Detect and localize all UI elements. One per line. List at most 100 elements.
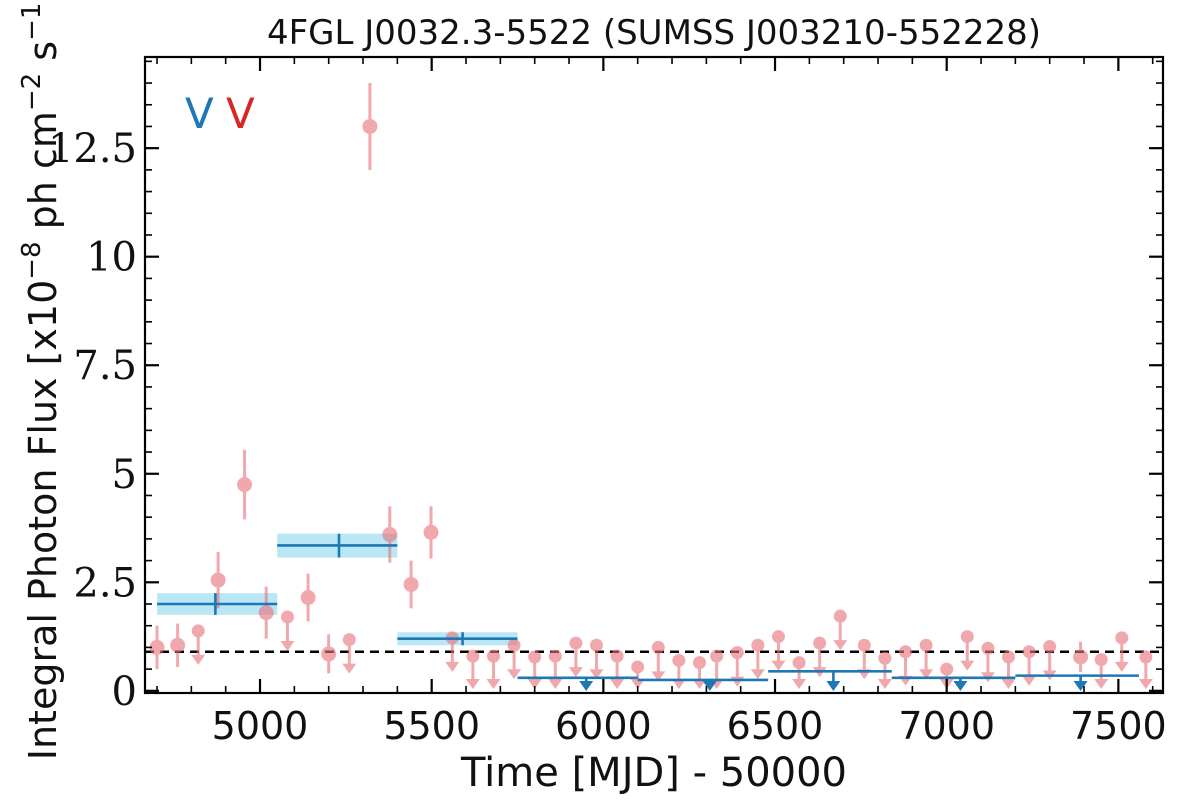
upper-limit-marker — [692, 656, 706, 670]
short-bin-marker — [258, 605, 274, 621]
upper-limit-arrow — [527, 679, 542, 689]
y-tick-label-1: 2.5 — [73, 560, 137, 606]
upper-limit-marker — [486, 649, 500, 663]
upper-limit-arrow — [1001, 679, 1016, 689]
y-axis-label-close: ] — [21, 0, 65, 3]
long-bin-layer — [157, 533, 1139, 691]
marker-v-red: V — [226, 89, 255, 138]
short-bin-point-5 — [300, 573, 316, 622]
marker-v-blue: V — [185, 89, 214, 138]
long-bin-point-0 — [157, 593, 278, 615]
short-bin-upper-limit-0 — [191, 624, 206, 665]
short-bin-point-10 — [423, 506, 439, 559]
long-bin-ul-arrow — [579, 681, 594, 691]
short-bin-point-6 — [321, 634, 337, 674]
upper-limit-marker — [710, 649, 724, 663]
short-bin-upper-limit-26 — [919, 638, 934, 680]
long-bin-bands — [157, 533, 518, 646]
short-bin-point-4 — [258, 586, 274, 639]
upper-limit-arrow — [771, 660, 786, 671]
upper-limit-arrow — [1094, 679, 1109, 689]
short-bin-layer — [149, 83, 1153, 689]
tick-layer: 5000 5500 6000 6500 7000 7500 0 2.5 5 7.5 10 12.5 — [48, 57, 1167, 748]
x-axis-label: Time [MJD] - 50000 — [460, 750, 847, 796]
short-bin-marker — [1073, 649, 1089, 665]
short-bin-upper-limit-2 — [342, 633, 357, 674]
x-tick-label-0: 5000 — [212, 704, 309, 748]
short-bin-point-0 — [149, 625, 165, 670]
short-bin-upper-limit-14 — [671, 653, 686, 689]
upper-limit-arrow — [610, 679, 625, 689]
y-axis-label-mid: ph cm — [21, 111, 65, 241]
y-axis-label-end: s — [21, 41, 65, 73]
short-bin-point-7 — [362, 83, 378, 170]
short-bin-upper-limit-23 — [857, 638, 872, 680]
short-bin-upper-limit-22 — [833, 609, 848, 651]
long-bin-point-2 — [397, 632, 518, 646]
upper-limit-marker — [1001, 650, 1015, 664]
y-tick-label-0: 0 — [112, 669, 137, 715]
upper-limit-arrow — [750, 669, 765, 680]
short-bin-upper-limit-6 — [507, 638, 522, 680]
short-bin-upper-limit-10 — [589, 638, 604, 680]
short-bin-point-8 — [382, 506, 398, 563]
upper-limit-marker — [751, 638, 765, 652]
upper-limit-arrow — [342, 663, 357, 674]
short-bin-upper-limit-31 — [1022, 645, 1037, 686]
upper-limit-arrow — [465, 679, 480, 689]
long-bin-upper-limit-1 — [637, 678, 769, 691]
upper-limit-marker — [833, 609, 847, 623]
upper-limit-arrow — [589, 669, 604, 680]
upper-limit-arrow — [833, 640, 848, 651]
upper-limit-arrow — [548, 679, 563, 689]
x-tick-label-2: 6000 — [555, 704, 652, 748]
upper-limit-arrow — [1138, 679, 1153, 689]
short-bin-upper-limit-19 — [771, 630, 786, 671]
upper-limit-arrow — [280, 641, 295, 652]
upper-limit-marker — [878, 651, 892, 665]
x-tick-label-3: 6500 — [727, 704, 824, 748]
short-bin-marker — [149, 639, 165, 655]
short-bin-marker — [362, 118, 378, 134]
upper-limit-marker — [1139, 650, 1153, 664]
upper-limit-marker — [981, 641, 995, 655]
upper-limit-marker — [730, 646, 744, 660]
long-bin-ul-arrow — [1073, 681, 1088, 691]
upper-limit-arrow — [651, 671, 666, 682]
x-tick-label-1: 5500 — [383, 704, 480, 748]
upper-limit-marker — [792, 656, 806, 670]
short-bin-upper-limit-25 — [898, 645, 913, 686]
short-bin-marker — [382, 527, 398, 543]
short-bin-upper-limit-4 — [465, 649, 480, 689]
upper-limit-marker — [610, 649, 624, 663]
upper-limit-arrow — [445, 661, 460, 672]
chart-title: 4FGL J0032.3-5522 (SUMSS J003210-552228) — [267, 13, 1041, 53]
upper-limit-marker — [771, 630, 785, 644]
upper-limit-marker — [589, 638, 603, 652]
upper-limit-arrow — [568, 667, 583, 678]
short-bin-point-1 — [170, 623, 186, 667]
y-axis-label-exp2: −2 — [17, 73, 47, 111]
short-bin-upper-limit-29 — [980, 641, 995, 683]
short-bin-upper-limit-15 — [692, 656, 707, 689]
upper-limit-marker — [548, 649, 562, 663]
upper-limit-marker — [919, 638, 933, 652]
upper-limit-arrow — [1022, 675, 1037, 686]
short-bin-upper-limit-20 — [792, 656, 807, 689]
upper-limit-marker — [507, 638, 521, 652]
x-tick-label-5: 7500 — [1070, 704, 1167, 748]
upper-limit-arrow — [792, 679, 807, 689]
upper-limit-marker — [813, 636, 827, 650]
upper-limit-marker — [342, 633, 356, 647]
upper-limit-arrow — [630, 679, 645, 689]
short-bin-upper-limit-8 — [548, 649, 563, 689]
upper-limit-marker — [857, 638, 871, 652]
upper-limit-marker — [1115, 631, 1129, 645]
upper-limit-marker — [1043, 640, 1057, 654]
long-bin-ul-arrow — [702, 681, 717, 691]
upper-limit-arrow — [730, 676, 745, 687]
x-tick-label-4: 7000 — [898, 704, 995, 748]
y-tick-label-4: 10 — [86, 235, 137, 281]
upper-limit-arrow — [919, 669, 934, 680]
